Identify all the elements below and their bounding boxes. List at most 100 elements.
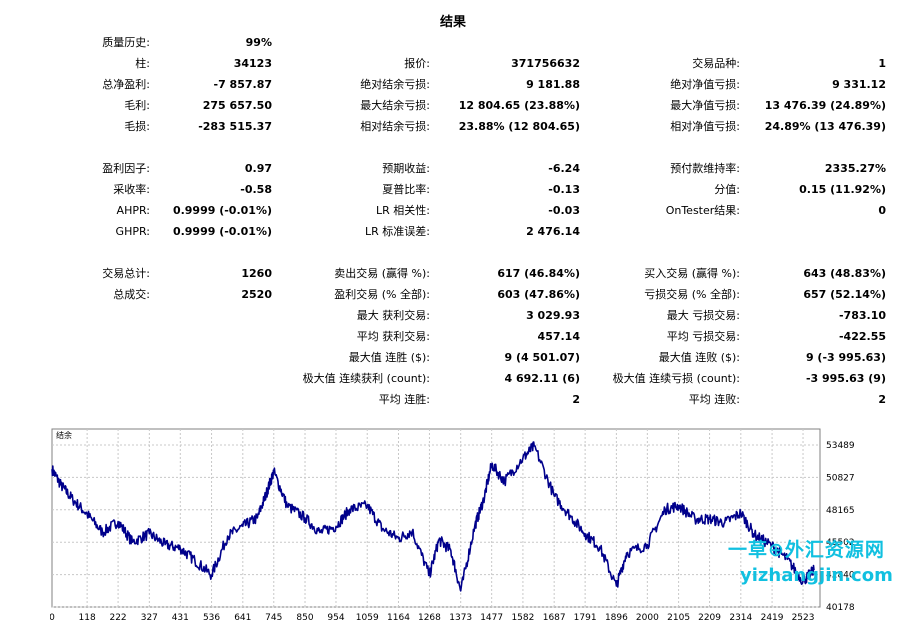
- stat-label-profit_factor: 盈利因子:: [102, 162, 150, 175]
- y-tick-label: 53489: [826, 441, 855, 451]
- stat-value-loss_trades: 657 (52.14%): [803, 288, 886, 301]
- stat-label-total_deals: 总成交:: [113, 288, 150, 301]
- stat-row-avg_consec_wins: 平均 连胜: 2: [0, 392, 906, 408]
- stat-label-lr_corr: LR 相关性:: [376, 204, 430, 217]
- stat-value-maximal_consec_profit: 4 692.11 (6): [504, 372, 580, 385]
- watermark-url: yizhangjin.com: [740, 565, 893, 586]
- x-tick-label: 1164: [387, 613, 410, 623]
- stat-value-recovery_factor: -0.58: [240, 183, 272, 196]
- stat-row-maximal_consec_loss: 极大值 连续亏损 (count): -3 995.63 (9): [0, 371, 906, 387]
- x-tick-label: 745: [265, 613, 282, 623]
- stat-value-largest_profit: 3 029.93: [526, 309, 580, 322]
- y-tick-label: 45502: [826, 538, 855, 548]
- stat-label-largest_profit: 最大 获利交易:: [356, 309, 430, 322]
- stat-row-avg_loss: 平均 亏损交易: -422.55: [0, 329, 906, 345]
- stat-value-quality: 99%: [245, 36, 272, 49]
- stat-label-lr_stderr: LR 标准误差:: [365, 225, 430, 238]
- stat-value-max_dd_equity: 13 476.39 (24.89%): [764, 99, 886, 112]
- stat-row-symbols: 交易品种: 1: [0, 56, 906, 72]
- stat-label-ghpr: GHPR:: [115, 225, 150, 238]
- x-tick-label: 431: [172, 613, 189, 623]
- stat-row-margin_level: 预付款维持率: 2335.27%: [0, 161, 906, 177]
- stat-label-avg_profit: 平均 获利交易:: [356, 330, 430, 343]
- stat-value-lr_corr: -0.03: [548, 204, 580, 217]
- stat-value-gross_loss: -283 515.37: [198, 120, 272, 133]
- stat-value-avg_profit: 457.14: [537, 330, 580, 343]
- stat-value-lr_stderr: 2 476.14: [526, 225, 580, 238]
- stat-value-maximal_consec_loss: -3 995.63 (9): [805, 372, 886, 385]
- stat-value-rel_dd_balance: 23.88% (12 804.65): [458, 120, 580, 133]
- y-tick-label: 40178: [826, 603, 855, 613]
- stat-value-profit_trades: 603 (47.86%): [497, 288, 580, 301]
- stat-label-maximal_consec_profit: 极大值 连续获利 (count):: [302, 372, 430, 385]
- stat-row-avg_profit: 平均 获利交易: 457.14: [0, 329, 906, 345]
- stat-row-profit_trades: 盈利交易 (% 全部): 603 (47.86%): [0, 287, 906, 303]
- stat-row-loss_trades: 亏损交易 (% 全部): 657 (52.14%): [0, 287, 906, 303]
- stat-label-symbols: 交易品种:: [692, 57, 740, 70]
- stat-row-abs_dd_balance: 绝对结余亏损: 9 181.88: [0, 77, 906, 93]
- stat-value-max_dd_balance: 12 804.65 (23.88%): [458, 99, 580, 112]
- y-tick-label: 50827: [826, 473, 855, 483]
- x-tick-label: 641: [234, 613, 251, 623]
- stat-value-gross_profit: 275 657.50: [202, 99, 272, 112]
- stat-label-max_consec_wins: 最大值 连胜 ($):: [348, 351, 430, 364]
- stat-label-expected_payoff: 预期收益:: [382, 162, 430, 175]
- x-tick-label: 327: [141, 613, 158, 623]
- stat-row-maximal_consec_profit: 极大值 连续获利 (count): 4 692.11 (6): [0, 371, 906, 387]
- stat-label-gross_profit: 毛利:: [124, 99, 150, 112]
- x-tick-label: 2000: [636, 613, 659, 623]
- stat-label-sharpe: 夏普比率:: [382, 183, 430, 196]
- stat-row-recovery_factor: 采收率: -0.58: [0, 182, 906, 198]
- stat-row-max_consec_losses: 最大值 连败 ($): 9 (-3 995.63): [0, 350, 906, 366]
- stat-value-expected_payoff: -6.24: [548, 162, 580, 175]
- stat-row-avg_consec_losses: 平均 连败: 2: [0, 392, 906, 408]
- stat-value-sharpe: -0.13: [548, 183, 580, 196]
- stat-row-gross_profit: 毛利: 275 657.50: [0, 98, 906, 114]
- stat-label-ahpr: AHPR:: [116, 204, 150, 217]
- stat-value-avg_loss: -422.55: [838, 330, 886, 343]
- x-tick-label: 2209: [698, 613, 721, 623]
- stat-row-rel_dd_balance: 相对结余亏损: 23.88% (12 804.65): [0, 119, 906, 135]
- stat-value-symbols: 1: [878, 57, 886, 70]
- x-tick-label: 222: [109, 613, 126, 623]
- stat-row-largest_profit: 最大 获利交易: 3 029.93: [0, 308, 906, 324]
- stat-row-sharpe: 夏普比率: -0.13: [0, 182, 906, 198]
- stat-value-bars: 34123: [233, 57, 272, 70]
- x-tick-label: 1582: [511, 613, 534, 623]
- stat-label-rel_dd_equity: 相对净值亏损:: [670, 120, 740, 133]
- stat-row-short_trades: 卖出交易 (赢得 %): 617 (46.84%): [0, 266, 906, 282]
- stat-label-recovery_factor: 采收率:: [113, 183, 150, 196]
- stat-row-gross_loss: 毛损: -283 515.37: [0, 119, 906, 135]
- stat-label-short_trades: 卖出交易 (赢得 %):: [334, 267, 430, 280]
- stat-value-ontester: 0: [878, 204, 886, 217]
- stat-value-abs_dd_balance: 9 181.88: [526, 78, 580, 91]
- stat-row-ghpr: GHPR: 0.9999 (-0.01%): [0, 224, 906, 240]
- stat-value-total_trades: 1260: [241, 267, 272, 280]
- stat-value-ticks: 371756632: [511, 57, 580, 70]
- stat-row-max_dd_equity: 最大净值亏损: 13 476.39 (24.89%): [0, 98, 906, 114]
- watermark-logo-text: 一草⊕外汇资源网: [728, 539, 885, 561]
- stat-value-largest_loss: -783.10: [838, 309, 886, 322]
- stat-label-avg_consec_wins: 平均 连胜:: [378, 393, 430, 406]
- stat-value-avg_consec_wins: 2: [572, 393, 580, 406]
- stat-label-long_trades: 买入交易 (赢得 %):: [644, 267, 740, 280]
- stat-value-rel_dd_equity: 24.89% (13 476.39): [764, 120, 886, 133]
- stat-row-z_score: 分值: 0.15 (11.92%): [0, 182, 906, 198]
- x-tick-label: 0: [50, 613, 55, 623]
- x-tick-label: 1268: [418, 613, 441, 623]
- x-tick-label: 536: [203, 613, 220, 623]
- x-tick-label: 850: [296, 613, 313, 623]
- x-tick-label: 2523: [792, 613, 815, 623]
- stat-label-largest_loss: 最大 亏损交易:: [666, 309, 740, 322]
- x-tick-label: 1687: [543, 613, 566, 623]
- stat-value-ghpr: 0.9999 (-0.01%): [172, 225, 272, 238]
- stat-row-bars: 柱: 34123: [0, 56, 906, 72]
- stat-row-lr_corr: LR 相关性: -0.03: [0, 203, 906, 219]
- stat-value-max_consec_wins: 9 (4 501.07): [504, 351, 580, 364]
- report-title: 结果: [439, 15, 466, 30]
- stat-row-total_trades: 交易总计: 1260: [0, 266, 906, 282]
- stat-row-ticks: 报价: 371756632: [0, 56, 906, 72]
- stat-row-max_dd_balance: 最大结余亏损: 12 804.65 (23.88%): [0, 98, 906, 114]
- stat-row-lr_stderr: LR 标准误差: 2 476.14: [0, 224, 906, 240]
- balance-chart: 0 118 222 327 431 536 641 745 850 954 1059 1164 1268…: [50, 427, 900, 627]
